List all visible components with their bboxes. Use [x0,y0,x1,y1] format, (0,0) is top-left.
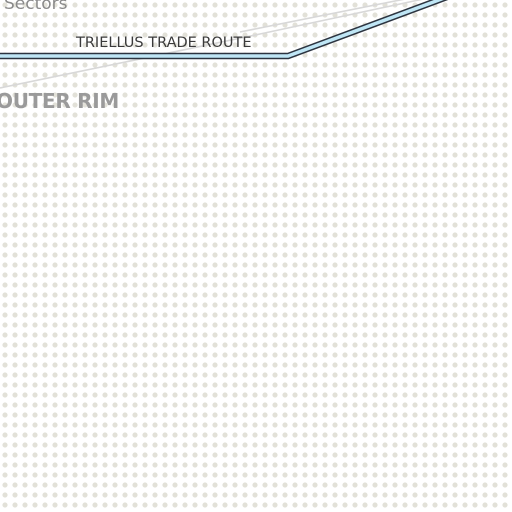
trade-route-label[interactable]: TRIELLUS TRADE ROUTE [76,35,252,51]
sector-border-line-upper [239,0,405,33]
region-label[interactable]: OUTER RIM [0,89,119,113]
sector-border-line [0,0,423,89]
sector-label: Sectors [4,0,68,14]
trade-route-line-fill [0,0,444,58]
